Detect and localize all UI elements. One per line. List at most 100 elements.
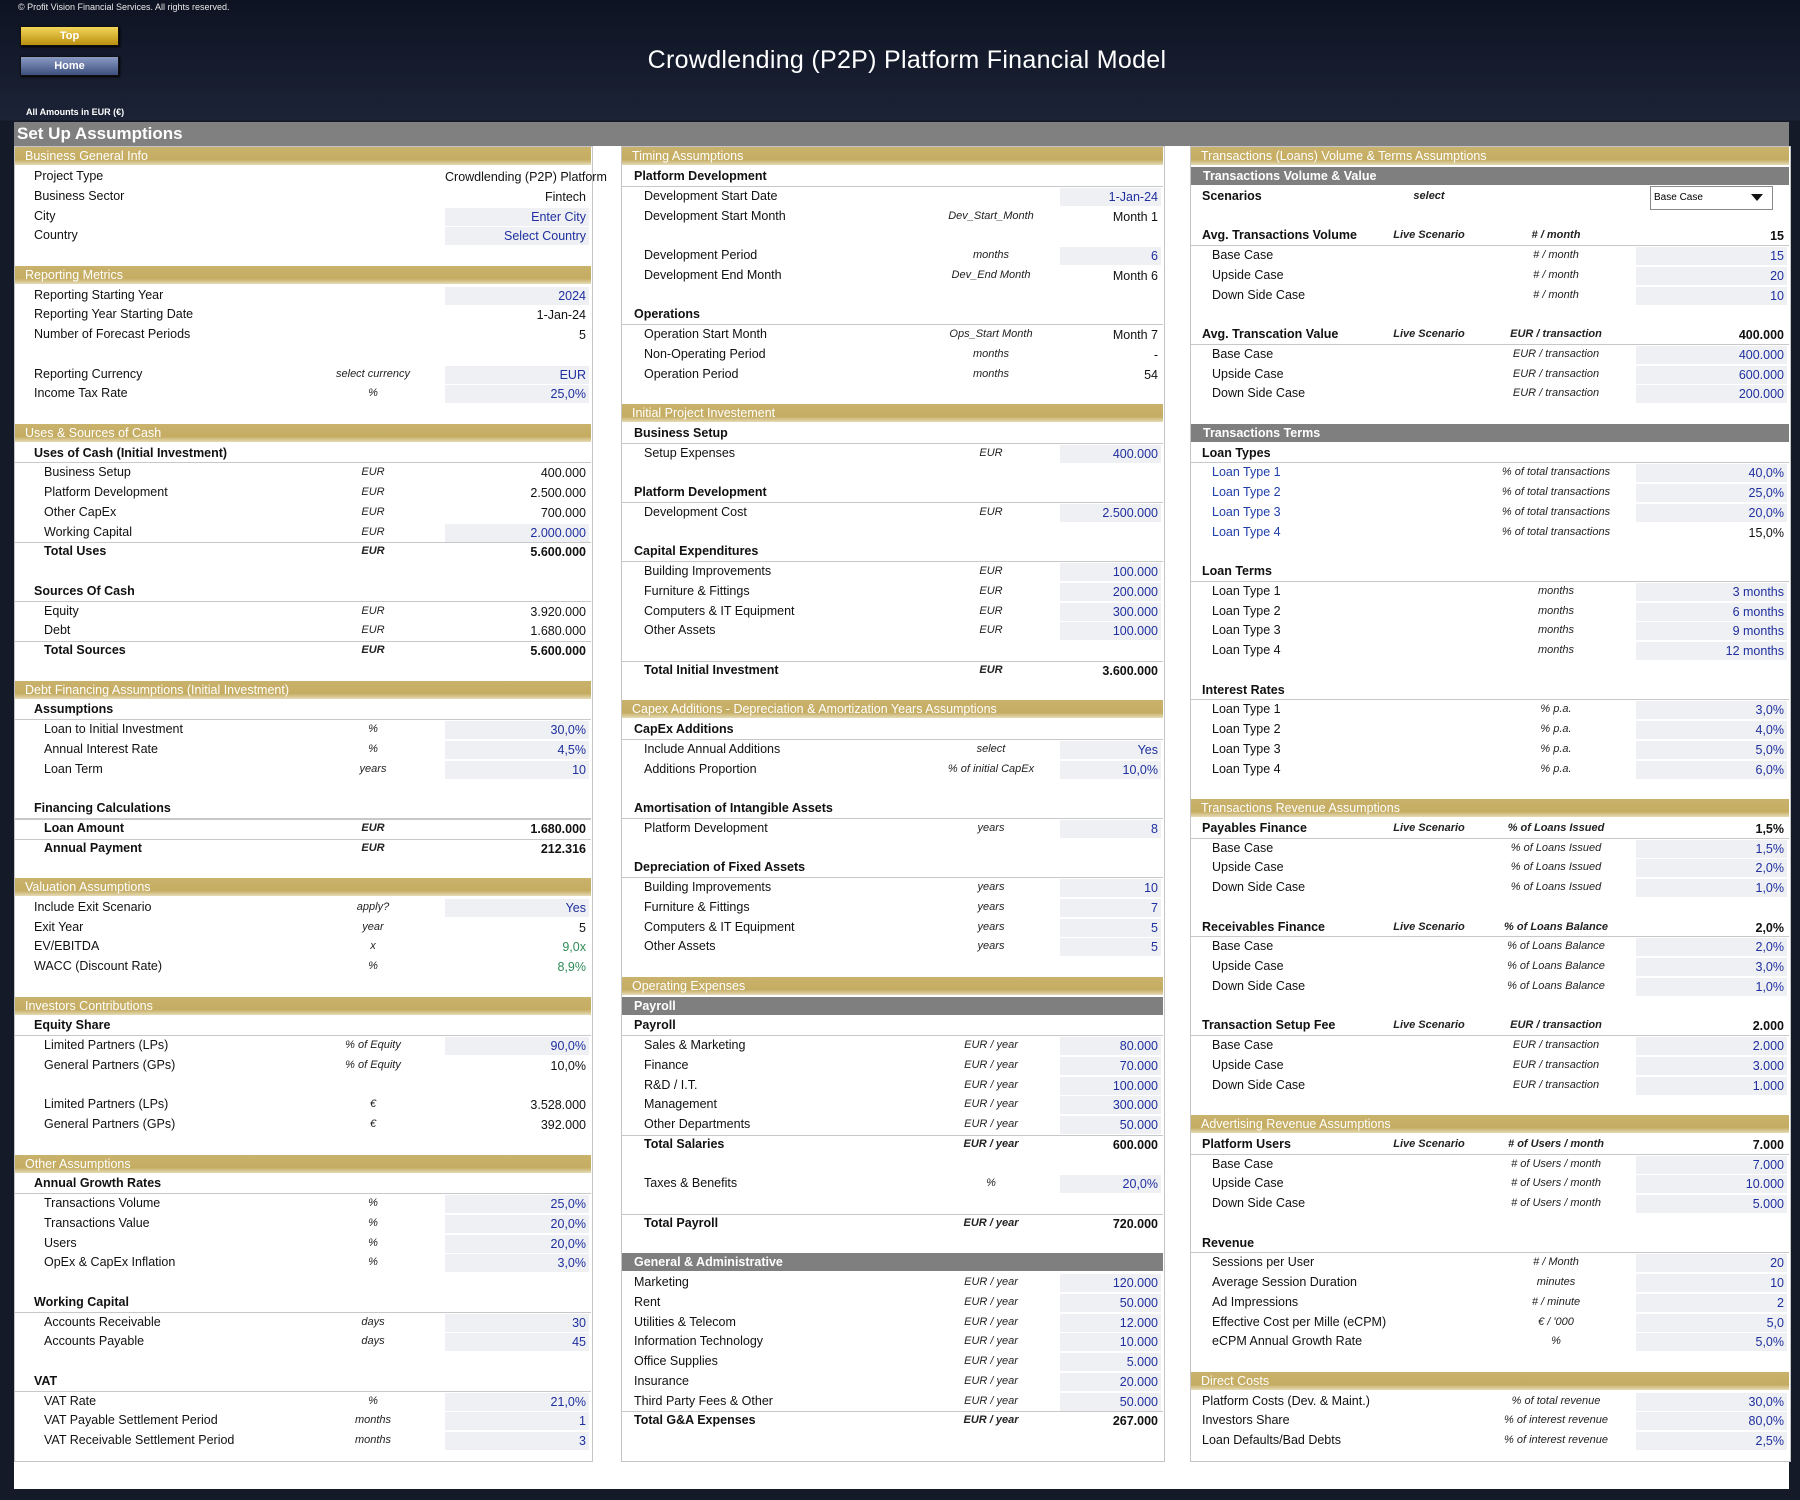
row-value: 50.000 [1060, 1392, 1161, 1411]
row-label: Income Tax Rate [34, 386, 128, 401]
row-unit: % [368, 387, 378, 400]
row-value: 5 [579, 328, 586, 343]
row-unit: EUR / year [964, 1335, 1018, 1348]
row-heading: Loan Terms [1202, 564, 1272, 579]
row-label: Total Payroll [644, 1215, 719, 1230]
row-unit: years [977, 900, 1005, 913]
row-label: Development Start Month [644, 208, 786, 223]
row-unit: % of Loans Issued [1510, 861, 1602, 874]
row-unit: EUR [979, 663, 1003, 676]
row-value: 300.000 [1060, 1096, 1161, 1115]
row-value: 4,5% [445, 740, 589, 759]
row-unit: months [1537, 644, 1575, 657]
row-value: 267.000 [1112, 1414, 1158, 1429]
heading-rule [15, 1311, 591, 1313]
row-value: 10 [1636, 286, 1787, 305]
row-unit: EUR / year [964, 1355, 1018, 1368]
row-value: Month 6 [1112, 268, 1158, 283]
row-unit: # of Users / month [1508, 1137, 1604, 1150]
row-unit: EUR [979, 624, 1003, 637]
row-unit: years [977, 940, 1005, 953]
row-value: 5 [1060, 918, 1161, 937]
row-label: Down Side Case [1212, 1077, 1306, 1092]
row-note: Live Scenario [1393, 1137, 1465, 1150]
row-value: 30,0% [445, 721, 589, 740]
row-label: Working Capital [44, 524, 133, 539]
row-value: 2 [1636, 1293, 1787, 1312]
row-label: Additions Proportion [644, 761, 757, 776]
row-value: 1,5% [1636, 839, 1787, 858]
row-label: Total Uses [44, 544, 107, 559]
total-rule [15, 818, 591, 820]
heading-rule [622, 324, 1163, 326]
row-heading: Payroll [634, 1018, 676, 1033]
row-value: 20,0% [445, 1214, 589, 1233]
row-unit: % of Loans Balance [1504, 920, 1608, 933]
row-unit: % [368, 723, 378, 736]
row-label: Loan Defaults/Bad Debts [1202, 1433, 1341, 1448]
row-value: 2024 [445, 286, 589, 305]
row-value: 400.000 [1636, 345, 1787, 364]
row-value: 1.680.000 [530, 821, 586, 836]
row-heading: Capital Expenditures [634, 544, 759, 559]
row-unit: EUR / transaction [1512, 347, 1600, 360]
row-value: 4,0% [1636, 721, 1787, 740]
row-value: Select Country [445, 227, 589, 246]
row-note: Live Scenario [1393, 1019, 1465, 1032]
row-label: Other CapEx [44, 504, 117, 519]
row-value: EUR [445, 365, 589, 384]
row-label: Annual Payment [44, 840, 142, 855]
row-unit: EUR / year [964, 1039, 1018, 1052]
row-value: 20,0% [1636, 503, 1787, 522]
section-title: Direct Costs [1191, 1371, 1789, 1390]
row-label: Loan Type 3 [1212, 623, 1281, 638]
row-note: Live Scenario [1393, 229, 1465, 242]
heading-rule [15, 462, 591, 464]
row-label: Users [44, 1235, 77, 1250]
row-unit: months [972, 249, 1010, 262]
section-title: Debt Financing Assumptions (Initial Inve… [15, 680, 591, 699]
row-unit: % [368, 1256, 378, 1269]
row-note: Live Scenario [1393, 821, 1465, 834]
row-heading: CapEx Additions [634, 722, 734, 737]
row-value: 10,0% [550, 1058, 586, 1073]
row-unit: % [368, 742, 378, 755]
row-value: 1,0% [1636, 977, 1787, 996]
row-value: 3,0% [1636, 958, 1787, 977]
row-value: 200.000 [1060, 582, 1161, 601]
row-label: Business Sector [34, 188, 125, 203]
row-label: City [34, 208, 56, 223]
home-button[interactable]: Home [20, 56, 119, 76]
row-label: Average Session Duration [1212, 1275, 1357, 1290]
row-value: 21,0% [445, 1392, 589, 1411]
row-unit: Dev_End Month [951, 268, 1031, 281]
total-rule [622, 1213, 1163, 1215]
row-value: 100.000 [1060, 622, 1161, 641]
top-button[interactable]: Top [20, 26, 119, 46]
row-value: 400.000 [1060, 444, 1161, 463]
row-unit: % p.a. [1540, 723, 1572, 736]
row-value: 3.920.000 [530, 604, 586, 619]
heading-rule [15, 719, 591, 721]
row-unit: % [368, 1197, 378, 1210]
row-unit: € [369, 1098, 377, 1111]
row-unit: # of Users / month [1511, 1197, 1601, 1210]
row-label: Effective Cost per Mille (eCPM) [1212, 1314, 1387, 1329]
row-unit: % of total transactions [1501, 525, 1611, 538]
heading-rule [622, 442, 1163, 444]
row-label: Loan Type 4 [1212, 524, 1281, 539]
row-heading: VAT [34, 1373, 58, 1388]
row-label: Reporting Starting Year [34, 287, 164, 302]
row-label: Transactions Value [44, 1215, 150, 1230]
row-value: 50.000 [1060, 1116, 1161, 1135]
row-label: Platform Development [44, 485, 168, 500]
heading-rule [622, 1035, 1163, 1037]
row-unit: % of total revenue [1511, 1394, 1601, 1407]
row-value: 20 [1636, 266, 1787, 285]
row-label: Base Case [1212, 939, 1274, 954]
row-label: Operation Period [644, 366, 739, 381]
row-label: Loan Type 2 [1212, 722, 1281, 737]
row-unit: % of Loans Issued [1510, 881, 1602, 894]
row-unit: EUR / transaction [1512, 1078, 1600, 1091]
heading-rule [1191, 1035, 1789, 1037]
